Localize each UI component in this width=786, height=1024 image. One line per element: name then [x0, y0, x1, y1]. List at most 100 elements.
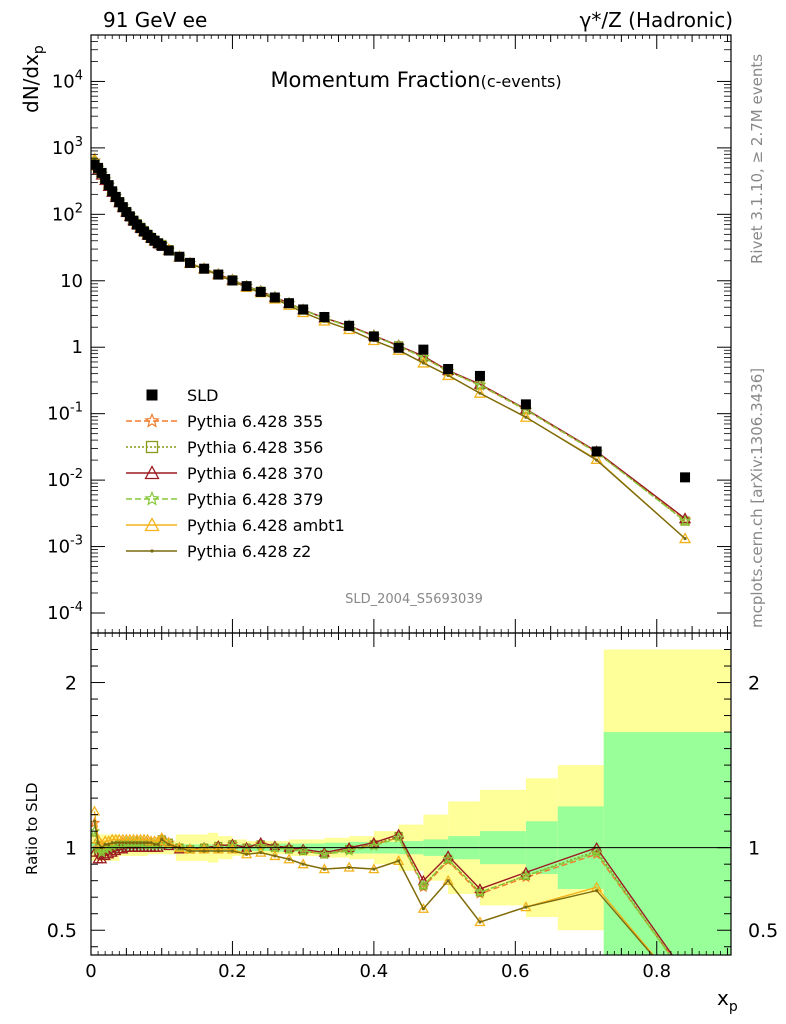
series-6-point [421, 361, 425, 365]
data-point [96, 167, 107, 178]
ratio-6-point [683, 991, 686, 994]
y-axis-label-main: dN/dxp [19, 45, 47, 113]
ratio-6-point [478, 920, 482, 924]
series-4-point [678, 514, 692, 527]
ratio-6-point [156, 842, 160, 846]
ratio-6-point [160, 837, 164, 842]
legend-label-4: Pythia 6.428 379 [187, 490, 323, 509]
ratio-6-point [138, 841, 143, 845]
legend-marker-1 [144, 412, 160, 428]
ratio-4-point [474, 886, 486, 898]
data-point [163, 245, 174, 256]
ratio-6-point [259, 851, 263, 855]
series-6-point [595, 458, 599, 462]
plot-title: Momentum Fraction(c-events) [270, 68, 561, 92]
data-point [199, 263, 210, 274]
ratio-4-point [417, 879, 430, 891]
series-line-6 [93, 159, 686, 540]
y-tick-label: 102 [52, 201, 83, 225]
series-3-point [678, 512, 692, 524]
ratio-y-tick-label: 0.5 [47, 920, 77, 942]
ratio-4-point [681, 972, 690, 980]
header-right: γ*/Z (Hadronic) [580, 8, 733, 32]
ratio-6-point [287, 857, 291, 861]
plot-title-main: Momentum Fraction [270, 68, 480, 92]
ratio-5-point [212, 843, 224, 854]
ratio-6-point [145, 841, 150, 845]
legend-marker-data [146, 389, 158, 401]
y-tick-label: 1 [72, 337, 83, 358]
ratio-6-point [595, 889, 599, 893]
ratio-4-point [520, 869, 532, 881]
rivet-version-label: Rivet 3.1.10, ≥ 2.7M events [748, 54, 766, 264]
ratio-4-point [297, 844, 309, 856]
data-point [241, 281, 252, 292]
legend-marker-6 [150, 549, 154, 553]
series-4-point [417, 350, 430, 363]
ratio-y-tick-label-right: 1 [748, 838, 760, 860]
x-axis-label-base: x [717, 986, 729, 1010]
series-5-point [473, 386, 487, 398]
analysis-label: SLD_2004_S5693039 [345, 592, 483, 607]
ratio-6-point [273, 854, 277, 858]
ratio-6-point [397, 859, 401, 863]
series-6-point [683, 536, 687, 541]
ratio-6-point [114, 841, 118, 845]
legend-label-2: Pythia 6.428 356 [187, 438, 323, 457]
legend-marker-5 [144, 517, 160, 532]
series-5-point [678, 532, 692, 544]
data-point [93, 162, 104, 173]
data-point [185, 257, 196, 268]
ratio-6-point [131, 841, 136, 845]
data-point [443, 364, 454, 375]
ratio-6-point [96, 841, 100, 845]
legend-label-data: SLD [187, 386, 218, 405]
ratio-1-point [681, 970, 690, 978]
ratio-3-point [110, 845, 122, 856]
data-point [156, 240, 167, 251]
ratio-6-point [244, 852, 249, 856]
ratio-6-point [117, 841, 121, 845]
ratio-6-point [128, 841, 132, 845]
ratio-plot-frame [90, 632, 732, 956]
plot-title-sub: (c-events) [481, 72, 562, 91]
data-point [284, 298, 295, 309]
ratio-5-point [255, 846, 267, 857]
ratio-6-point [322, 867, 326, 871]
y-tick-label: 104 [52, 68, 83, 92]
ratio-3-point [117, 843, 129, 854]
ratio-6-point [135, 841, 139, 845]
data-point [591, 446, 602, 457]
data-point [418, 344, 429, 355]
ratio-6-point [167, 842, 171, 846]
series-5-point [442, 369, 455, 381]
ratio-6-point [142, 841, 146, 845]
x-tick-label: 0.6 [501, 961, 530, 982]
data-point [100, 174, 111, 185]
ratio-5-point [393, 855, 405, 866]
series-line-1 [93, 160, 686, 521]
legend-marker-3 [144, 465, 160, 480]
ratio-y-tick-label-right: 0.5 [748, 920, 778, 942]
y-tick-label: 10-4 [47, 600, 83, 624]
series-6-point [446, 373, 450, 378]
series-5-point [519, 410, 533, 422]
ratio-y-tick-label: 2 [65, 673, 77, 695]
legend-label-3: Pythia 6.428 370 [187, 464, 323, 483]
y-axis-label-base: dN/dx [19, 54, 43, 113]
ratio-5-point [156, 831, 168, 842]
legend-label-5: Pythia 6.428 ambt1 [187, 516, 345, 535]
ratio-6-point [202, 849, 206, 853]
ratio-y-tick-label-right: 2 [748, 673, 760, 695]
data-point [174, 251, 185, 262]
legend-marker-2 [145, 440, 159, 454]
ratio-5-point [681, 988, 690, 996]
ratio-5-point [442, 874, 454, 885]
x-tick-label: 0.2 [218, 961, 247, 982]
data-point [213, 269, 224, 280]
data-point [298, 304, 309, 315]
legend-marker-4 [144, 490, 160, 506]
ratio-4-point [343, 844, 355, 856]
data-point [474, 370, 485, 381]
header-left: 91 GeV ee [103, 8, 207, 32]
